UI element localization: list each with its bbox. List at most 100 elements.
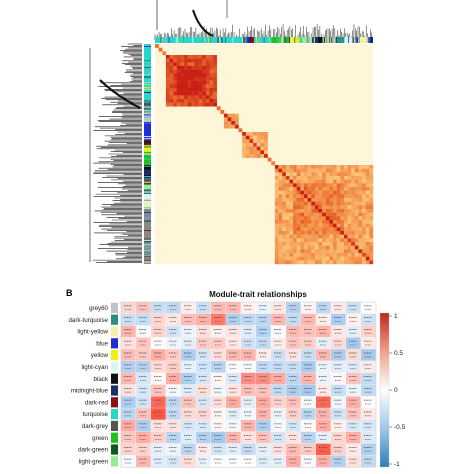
trait-cell	[256, 455, 271, 467]
trait-cell	[271, 313, 286, 326]
trait-cell	[256, 431, 271, 444]
trait-cell	[241, 431, 256, 444]
top-module-color-bar	[155, 37, 373, 43]
trait-cell	[331, 313, 346, 326]
trait-cell	[286, 443, 301, 456]
trait-cell	[121, 384, 136, 397]
trait-cell	[361, 302, 376, 314]
trait-cell	[346, 420, 361, 432]
trait-cell	[181, 372, 196, 385]
legend-tick-label: -1	[394, 461, 400, 468]
module-swatch	[111, 432, 118, 443]
trait-cell	[241, 361, 256, 373]
trait-cell	[151, 302, 166, 314]
trait-cell	[121, 431, 136, 444]
trait-cell	[181, 302, 196, 314]
trait-cell	[121, 313, 136, 326]
trait-cell	[286, 325, 301, 338]
side-module-color-bar	[144, 44, 151, 264]
trait-cell	[271, 455, 286, 467]
trait-cell	[151, 420, 166, 432]
trait-cell	[136, 384, 151, 397]
trait-cell	[286, 420, 301, 432]
trait-cell	[181, 361, 196, 373]
trait-cell	[226, 302, 241, 314]
module-swatch	[111, 314, 118, 325]
module-label: light-cyan	[82, 364, 109, 371]
module-swatch	[111, 302, 118, 313]
trait-cell	[151, 396, 166, 408]
trait-cell	[121, 349, 136, 361]
trait-cell	[121, 337, 136, 349]
trait-cell	[361, 384, 376, 397]
trait-cell	[271, 384, 286, 397]
trait-cell	[286, 349, 301, 361]
trait-cell	[196, 302, 211, 314]
trait-cell	[181, 384, 196, 397]
trait-cell	[241, 455, 256, 467]
module-swatch	[111, 338, 118, 349]
trait-cell	[136, 361, 151, 373]
trait-cell	[226, 408, 241, 420]
trait-cell	[151, 372, 166, 385]
trait-cell	[316, 325, 331, 338]
trait-cell	[361, 372, 376, 385]
trait-cell	[331, 302, 346, 314]
trait-cell	[166, 455, 181, 467]
trait-cell	[316, 313, 331, 326]
trait-cell	[346, 384, 361, 397]
trait-cell	[241, 443, 256, 456]
trait-cell	[346, 349, 361, 361]
module-label: light-green	[79, 458, 109, 465]
trait-cell	[226, 431, 241, 444]
trait-cell	[136, 443, 151, 456]
module-swatch	[111, 456, 118, 467]
trait-cell	[316, 349, 331, 361]
trait-cell	[181, 396, 196, 408]
trait-cell	[166, 431, 181, 444]
trait-cell	[136, 372, 151, 385]
trait-cell	[316, 361, 331, 373]
trait-cell	[271, 396, 286, 408]
trait-cell	[196, 431, 211, 444]
trait-cell	[361, 313, 376, 326]
trait-cell	[226, 361, 241, 373]
trait-cell	[331, 349, 346, 361]
trait-cell	[181, 325, 196, 338]
trait-cell	[346, 396, 361, 408]
trait-cell	[166, 325, 181, 338]
module-label: dark-grey	[82, 423, 109, 430]
trait-cell	[331, 337, 346, 349]
trait-cell	[241, 313, 256, 326]
trait-cell	[226, 313, 241, 326]
trait-cell	[346, 325, 361, 338]
trait-cell	[301, 325, 316, 338]
module-trait-heatmap	[120, 301, 377, 468]
trait-cell	[331, 408, 346, 420]
trait-cell	[196, 325, 211, 338]
module-label: light-yellow	[77, 329, 108, 336]
trait-cell	[271, 325, 286, 338]
trait-cell	[181, 313, 196, 326]
trait-cell	[256, 337, 271, 349]
trait-cell	[286, 384, 301, 397]
legend-tick-label: 0	[394, 387, 398, 394]
color-scale-legend: 1 0.5 0 -0.5 -1	[379, 312, 406, 468]
trait-cell	[316, 455, 331, 467]
trait-cell	[121, 455, 136, 467]
trait-cell	[271, 302, 286, 314]
trait-cell	[271, 431, 286, 444]
trait-cell	[271, 361, 286, 373]
trait-cell	[241, 420, 256, 432]
trait-cell	[181, 431, 196, 444]
trait-cell	[256, 396, 271, 408]
trait-cell	[166, 372, 181, 385]
trait-cell	[151, 431, 166, 444]
trait-cell	[286, 396, 301, 408]
trait-cell	[151, 361, 166, 373]
trait-cell	[301, 455, 316, 467]
trait-cell	[121, 361, 136, 373]
trait-cell	[346, 302, 361, 314]
trait-cell	[181, 420, 196, 432]
